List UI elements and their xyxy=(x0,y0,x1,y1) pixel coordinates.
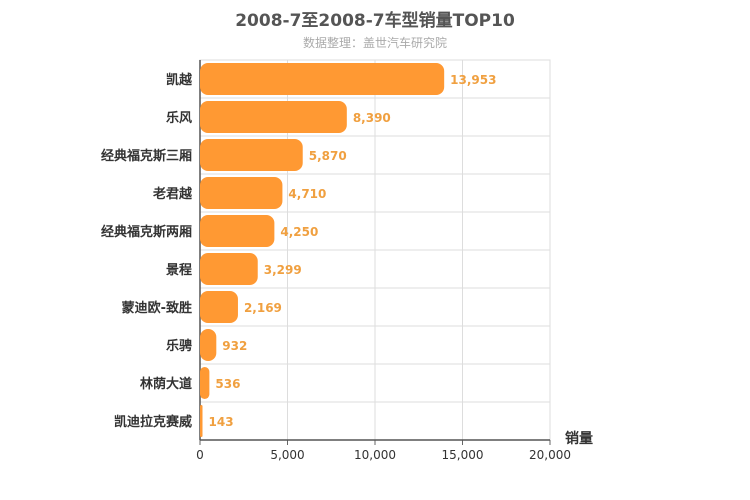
chart-subtitle: 数据整理：盖世汽车研究院 xyxy=(302,36,447,50)
x-tick-label: 0 xyxy=(196,448,204,462)
x-tick-label: 10,000 xyxy=(354,448,396,462)
data-label: 8,390 xyxy=(353,111,391,125)
x-tick-label: 15,000 xyxy=(442,448,484,462)
bar xyxy=(200,291,238,323)
x-axis-title: 销量 xyxy=(565,430,593,447)
category-label: 景程 xyxy=(166,263,192,278)
chart-title: 2008-7至2008-7车型销量TOP10 xyxy=(235,11,515,31)
data-label: 5,870 xyxy=(309,149,347,163)
labels: 0 5,000 10,000 15,000 20,000 凯越 13,953 乐风 8,390 经… xyxy=(101,72,571,462)
category-label: 经典福克斯三厢 xyxy=(101,148,192,164)
bar xyxy=(200,367,210,399)
category-label: 乐骋 xyxy=(166,338,192,354)
bars xyxy=(200,63,445,437)
category-label: 经典福克斯两厢 xyxy=(101,224,192,240)
data-label: 2,169 xyxy=(244,301,282,315)
x-tick-label: 5,000 xyxy=(270,448,304,462)
bar xyxy=(200,405,203,437)
data-label: 536 xyxy=(215,377,240,391)
category-label: 老君越 xyxy=(152,186,193,202)
bar xyxy=(200,215,275,247)
bar xyxy=(200,329,217,361)
bar xyxy=(200,63,445,95)
bar xyxy=(200,177,283,209)
data-label: 932 xyxy=(222,339,247,353)
data-label: 4,710 xyxy=(288,187,326,201)
bar xyxy=(200,253,258,285)
data-label: 3,299 xyxy=(264,263,302,277)
x-tick-label: 20,000 xyxy=(529,448,571,462)
data-label: 13,953 xyxy=(450,73,496,87)
category-label: 乐风 xyxy=(166,110,192,126)
bar xyxy=(200,139,303,171)
category-label: 蒙迪欧-致胜 xyxy=(122,300,192,316)
category-label: 凯迪拉克赛威 xyxy=(114,414,192,430)
data-label: 143 xyxy=(209,415,234,429)
category-label: 林荫大道 xyxy=(140,376,192,392)
data-label: 4,250 xyxy=(280,225,318,239)
bar xyxy=(200,101,347,133)
category-label: 凯越 xyxy=(166,72,193,88)
